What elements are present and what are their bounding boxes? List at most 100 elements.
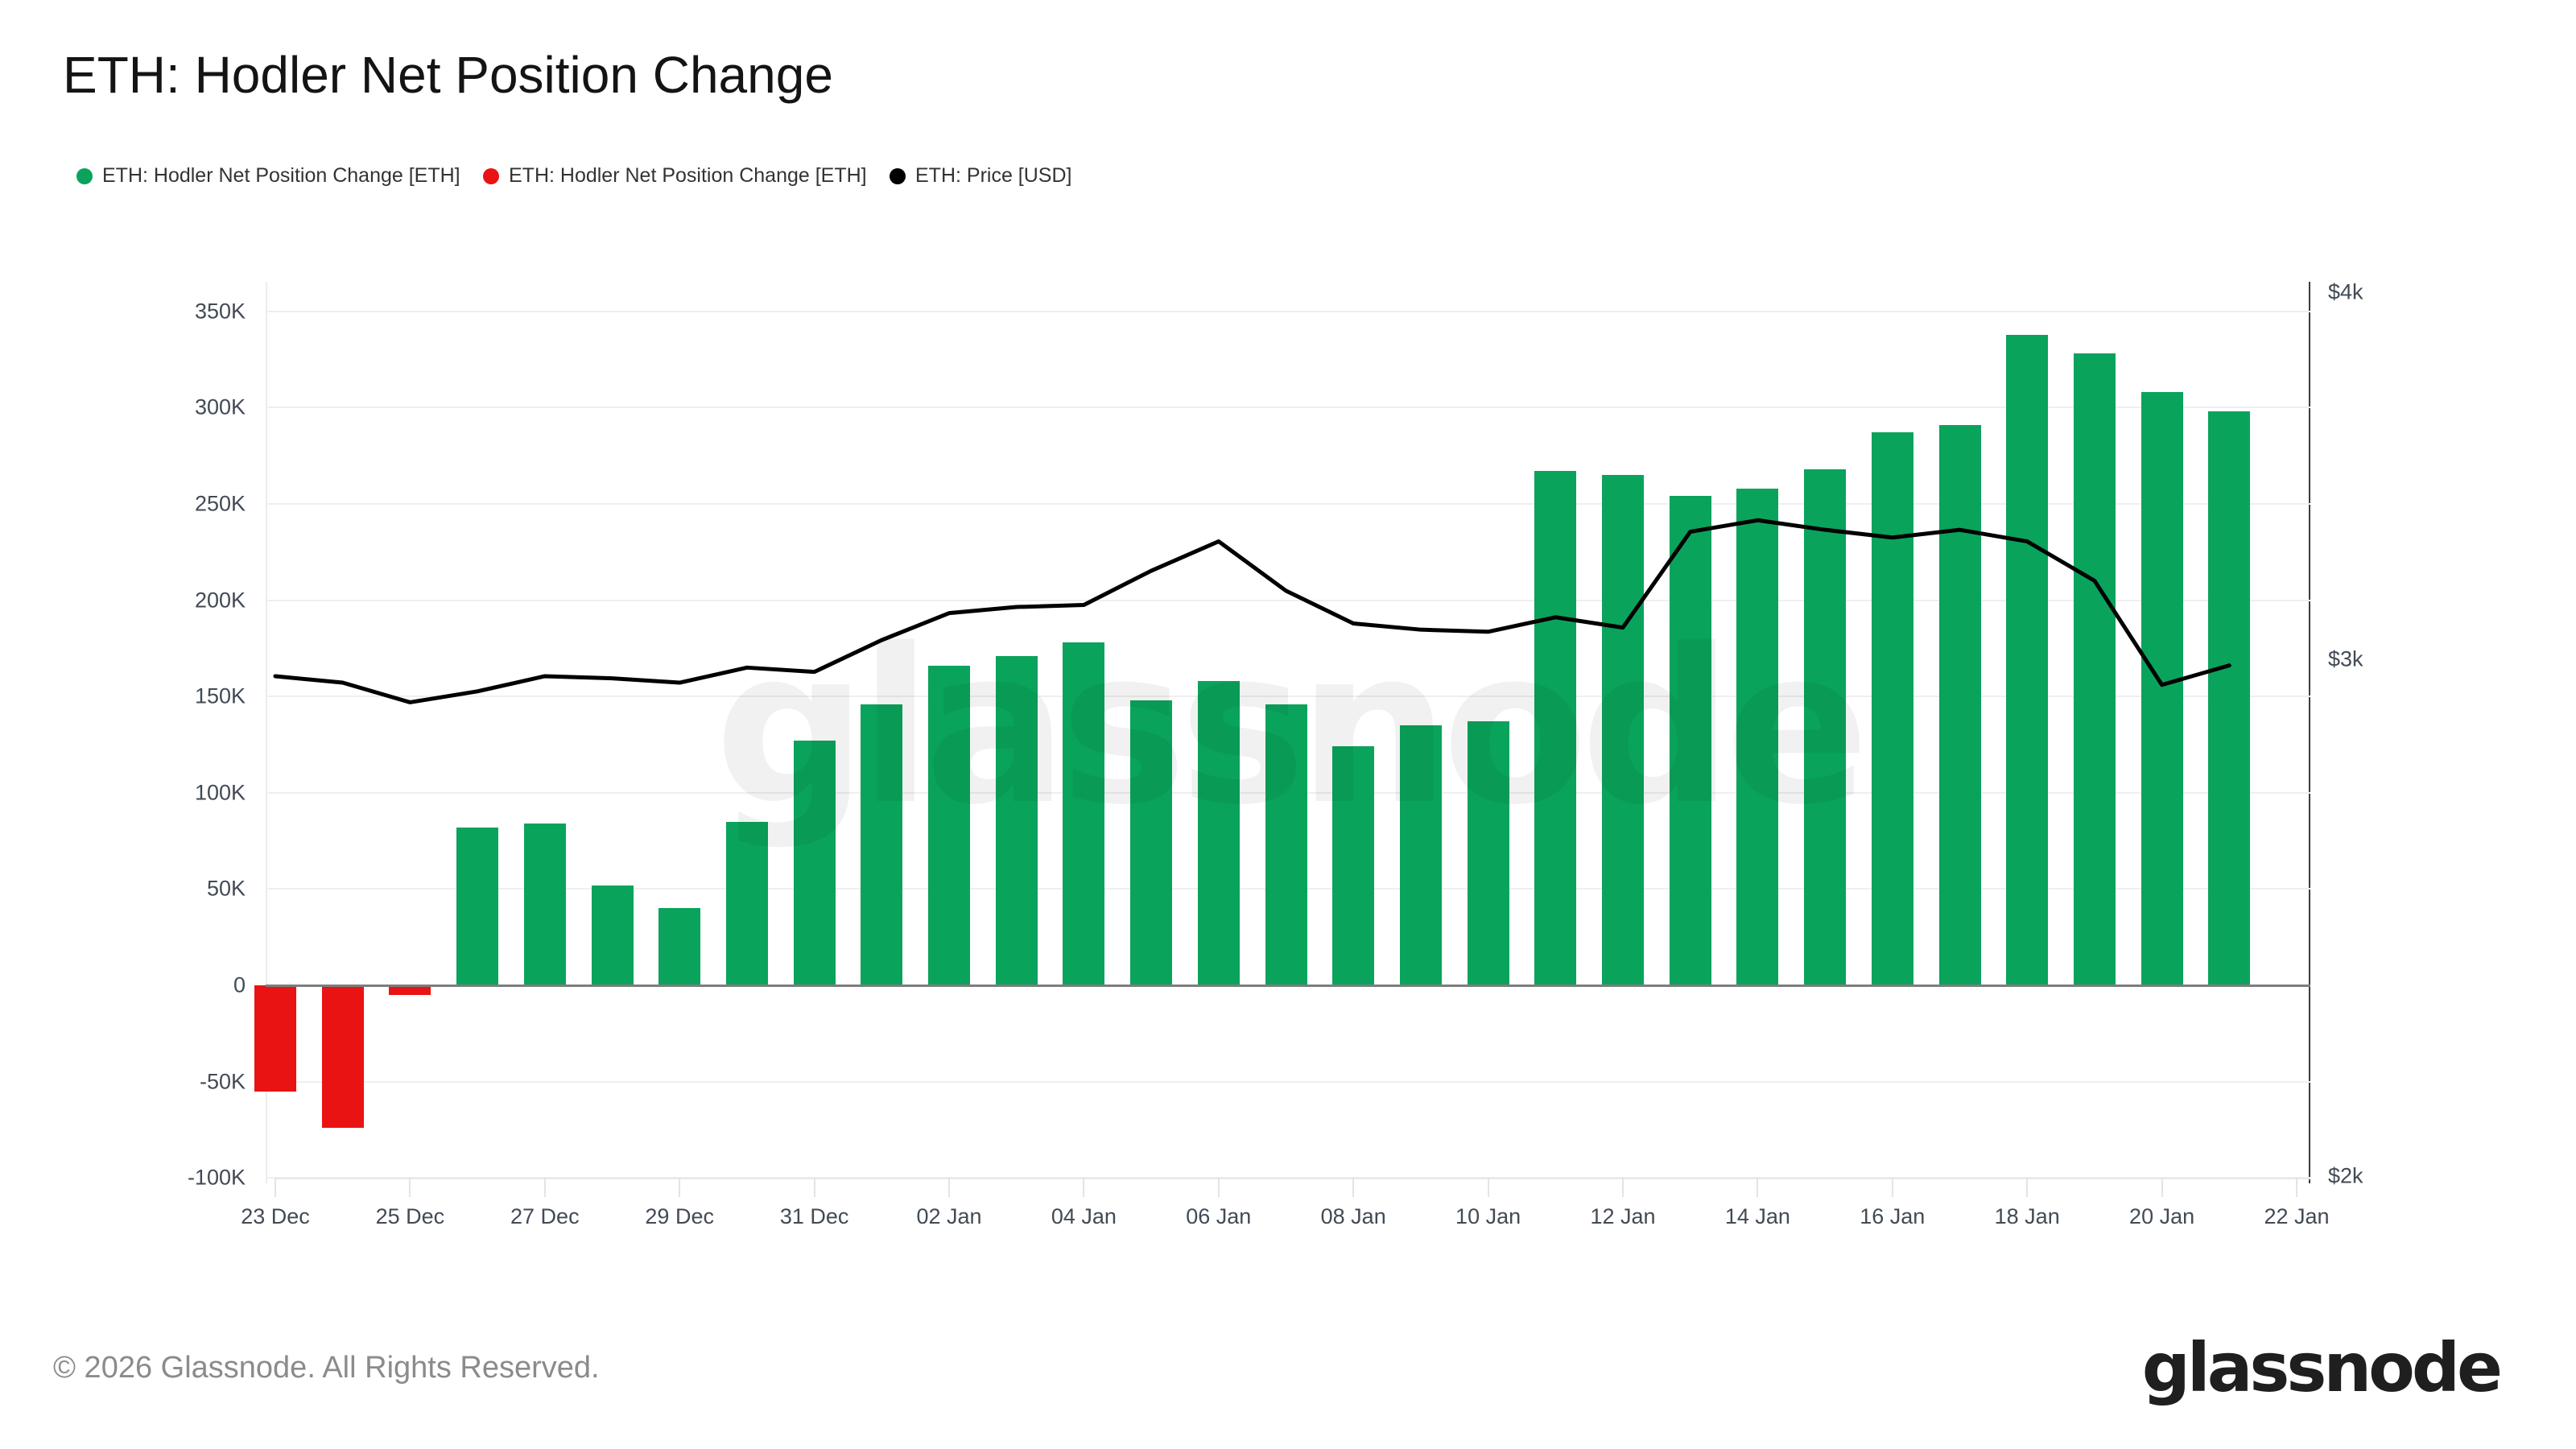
bar-27-dec	[523, 824, 566, 985]
plot-right-border	[2309, 282, 2310, 1183]
bar-10-jan	[1467, 721, 1509, 985]
x-axis-label-08-jan: 08 Jan	[1320, 1204, 1386, 1228]
plot-left-border	[266, 282, 267, 1183]
left-axis-tick-50k: 50K	[206, 876, 246, 901]
legend-label: ETH: Hodler Net Position Change [ETH]	[102, 164, 460, 187]
bar-19-jan	[2073, 353, 2116, 985]
bar-16-jan	[1871, 432, 1913, 985]
left-axis-tick-100k: 100K	[194, 780, 246, 805]
bar-12-jan	[1602, 475, 1644, 985]
bar-25-dec	[389, 985, 431, 995]
black-dot-icon	[890, 167, 906, 184]
x-axis-label-06-jan: 06 Jan	[1186, 1204, 1252, 1228]
bar-30-dec	[725, 821, 768, 985]
x-axis-label-29-dec: 29 Dec	[645, 1204, 714, 1228]
bar-17-jan	[1938, 424, 1981, 985]
bar-01-jan	[861, 704, 903, 985]
right-axis-tick--3k: $3k	[2328, 646, 2363, 671]
bar-15-jan	[1804, 469, 1847, 985]
gridline-300k	[266, 407, 2310, 409]
glassnode-logo: glassnode	[2141, 1328, 2503, 1407]
copyright-text: © 2026 Glassnode. All Rights Reserved.	[53, 1351, 600, 1385]
plot-area: glassnode	[254, 282, 2310, 1183]
x-axis-label-02-jan: 02 Jan	[916, 1204, 982, 1228]
x-axis-label-04-jan: 04 Jan	[1051, 1204, 1117, 1228]
page-title: ETH: Hodler Net Position Change	[63, 46, 833, 104]
x-axis-tickmark-23-dec	[275, 1178, 276, 1197]
price-line	[273, 518, 2231, 704]
x-axis-label-12-jan: 12 Jan	[1590, 1204, 1656, 1228]
x-axis-label-18-jan: 18 Jan	[1994, 1204, 2060, 1228]
x-axis-label-31-dec: 31 Dec	[779, 1204, 849, 1228]
x-axis-tickmark-14-jan	[1757, 1178, 1759, 1197]
gridline-150k	[266, 696, 2310, 698]
x-axis-tickmark-29-dec	[679, 1178, 681, 1197]
right-axis-tick--2k: $2k	[2328, 1163, 2363, 1188]
gridline-250k	[266, 503, 2310, 505]
red-dot-icon	[483, 167, 499, 184]
left-axis-tick-300k: 300K	[194, 394, 246, 419]
bar-02-jan	[928, 665, 970, 985]
x-axis-label-23-dec: 23 Dec	[241, 1204, 310, 1228]
x-axis-tickmark-06-jan	[1217, 1178, 1220, 1197]
x-axis-label-25-dec: 25 Dec	[375, 1204, 445, 1228]
x-axis-tickmark-12-jan	[1622, 1178, 1624, 1197]
gridline-350k	[266, 310, 2310, 312]
x-axis-label-20-jan: 20 Jan	[2129, 1204, 2195, 1228]
bar-23-dec	[254, 985, 296, 1092]
left-axis-tick--50k: -50K	[199, 1069, 246, 1094]
bar-20-jan	[2140, 392, 2183, 985]
x-axis-tickmark-04-jan	[1083, 1178, 1085, 1197]
x-axis-tickmark-10-jan	[1487, 1178, 1489, 1197]
gridline-200k	[266, 599, 2310, 601]
bar-14-jan	[1736, 488, 1779, 985]
bar-05-jan	[1130, 700, 1173, 985]
x-axis-tickmark-22-jan	[2296, 1178, 2297, 1197]
legend-label: ETH: Price [USD]	[915, 164, 1072, 187]
bar-18-jan	[2006, 334, 2049, 985]
legend-label: ETH: Hodler Net Position Change [ETH]	[509, 164, 867, 187]
bars-layer	[254, 282, 2310, 1183]
x-axis-label-10-jan: 10 Jan	[1455, 1204, 1521, 1228]
x-axis-tickmark-18-jan	[2026, 1178, 2029, 1197]
x-axis-tickmark-20-jan	[2161, 1178, 2163, 1197]
gridline--50k	[266, 1080, 2310, 1083]
legend-item-hodler-positive[interactable]: ETH: Hodler Net Position Change [ETH]	[76, 164, 460, 188]
bar-13-jan	[1669, 496, 1711, 985]
x-axis-tickmark-31-dec	[813, 1178, 815, 1197]
left-axis-tick-350k: 350K	[194, 299, 246, 324]
legend-item-hodler-negative[interactable]: ETH: Hodler Net Position Change [ETH]	[483, 164, 867, 188]
x-axis-label-16-jan: 16 Jan	[1860, 1204, 1926, 1228]
x-axis-tickmark-27-dec	[543, 1178, 546, 1197]
left-axis-tick-150k: 150K	[194, 683, 246, 708]
bar-11-jan	[1534, 471, 1577, 985]
bar-04-jan	[1063, 642, 1105, 985]
bar-31-dec	[793, 741, 836, 985]
bar-03-jan	[995, 655, 1038, 985]
bar-29-dec	[658, 908, 701, 985]
x-axis-label-27-dec: 27 Dec	[510, 1204, 580, 1228]
x-axis-line	[275, 1178, 2310, 1179]
zero-axis-line	[266, 985, 2310, 987]
left-axis-tick--100k: -100K	[187, 1165, 246, 1190]
left-axis-tick-0: 0	[233, 972, 246, 997]
bar-06-jan	[1197, 681, 1240, 985]
bar-08-jan	[1332, 746, 1375, 985]
bar-24-dec	[321, 985, 364, 1128]
bar-21-jan	[2208, 411, 2251, 985]
x-axis-tickmark-02-jan	[948, 1178, 950, 1197]
bar-07-jan	[1265, 704, 1307, 985]
x-axis-label-22-jan: 22 Jan	[2264, 1204, 2330, 1228]
x-axis-tickmark-16-jan	[1891, 1178, 1893, 1197]
left-axis-tick-200k: 200K	[194, 588, 246, 613]
bar-26-dec	[456, 827, 499, 985]
x-axis-label-14-jan: 14 Jan	[1724, 1204, 1790, 1228]
bar-28-dec	[591, 885, 634, 985]
x-axis-tickmark-25-dec	[409, 1178, 411, 1197]
bar-09-jan	[1399, 725, 1442, 985]
green-dot-icon	[76, 167, 93, 184]
right-axis-tick--4k: $4k	[2328, 279, 2363, 304]
left-axis-tick-250k: 250K	[194, 491, 246, 516]
x-axis-tickmark-08-jan	[1352, 1178, 1355, 1197]
legend-item-price[interactable]: ETH: Price [USD]	[890, 164, 1071, 188]
